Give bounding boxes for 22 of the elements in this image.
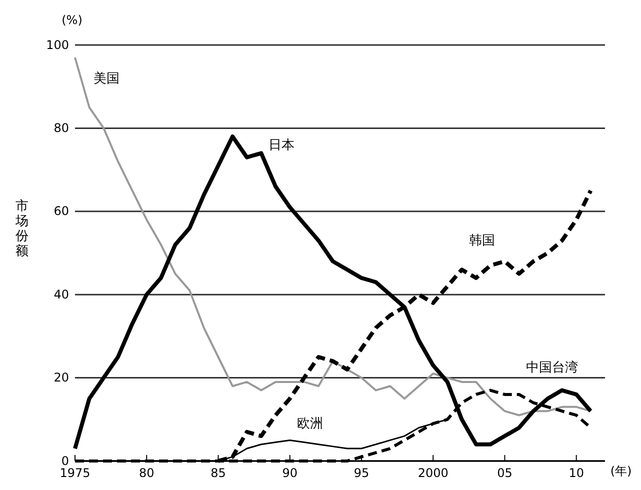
x-tick-label: 1975: [60, 466, 90, 480]
series-label: 韩国: [468, 234, 495, 249]
y-tick-label: 40: [54, 287, 69, 302]
text: (%): [62, 13, 82, 27]
x-tick-label: 2000: [418, 466, 448, 480]
y-tick-label: 20: [54, 370, 69, 385]
x-tick-label: 85: [210, 466, 226, 480]
y-tick-label: 60: [54, 204, 69, 218]
series-label: 美国: [94, 70, 120, 86]
y-tick-label: 0: [61, 454, 69, 468]
y-tick-label: 100: [46, 38, 69, 52]
x-tick-label: 90: [282, 466, 298, 480]
y-tick-label: 80: [54, 121, 69, 136]
series-label: 欧洲: [297, 416, 324, 432]
x-tick-label: 80: [138, 466, 154, 480]
x-tick-label: 10: [568, 466, 584, 480]
x-tick-label: 95: [354, 466, 370, 480]
x-tick-label: 05: [497, 466, 512, 480]
y-axis-title: 市场份额: [14, 199, 28, 259]
series-label: 中国台湾: [526, 360, 578, 376]
series-label: 日本: [268, 138, 294, 153]
text: (年): [610, 464, 632, 478]
